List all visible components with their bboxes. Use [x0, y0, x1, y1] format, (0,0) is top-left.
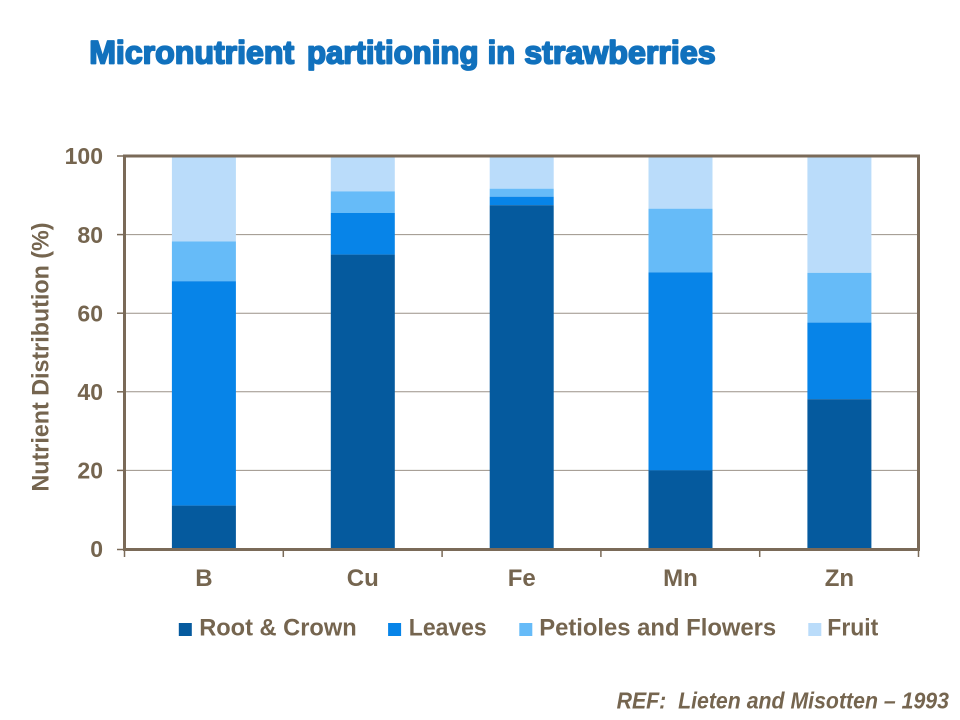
svg-text:80: 80	[77, 222, 103, 248]
svg-text:Fruit: Fruit	[827, 615, 878, 642]
svg-text:Cu: Cu	[347, 565, 379, 592]
svg-text:Fe: Fe	[508, 565, 536, 592]
svg-text:REF: Lieten and Misotten – 19: REF: Lieten and Misotten – 1993	[617, 688, 950, 714]
svg-text:20: 20	[77, 458, 103, 484]
svg-text:strawberries: strawberries	[524, 34, 716, 70]
svg-text:60: 60	[77, 300, 103, 326]
svg-text:0: 0	[90, 536, 103, 562]
svg-text:in: in	[488, 34, 515, 70]
svg-text:100: 100	[65, 143, 103, 169]
svg-text:Zn: Zn	[825, 565, 854, 592]
svg-text:partitioning: partitioning	[307, 34, 479, 70]
svg-text:Micronutrient: Micronutrient	[89, 34, 294, 70]
svg-text:40: 40	[77, 379, 103, 405]
svg-text:B: B	[195, 565, 212, 592]
svg-text:Petioles and Flowers: Petioles and Flowers	[539, 615, 776, 642]
svg-text:Leaves: Leaves	[409, 615, 487, 642]
svg-text:Root & Crown: Root & Crown	[199, 615, 357, 642]
svg-text:Nutrient Distribution (%): Nutrient Distribution (%)	[28, 223, 55, 492]
svg-text:Mn: Mn	[663, 565, 698, 592]
